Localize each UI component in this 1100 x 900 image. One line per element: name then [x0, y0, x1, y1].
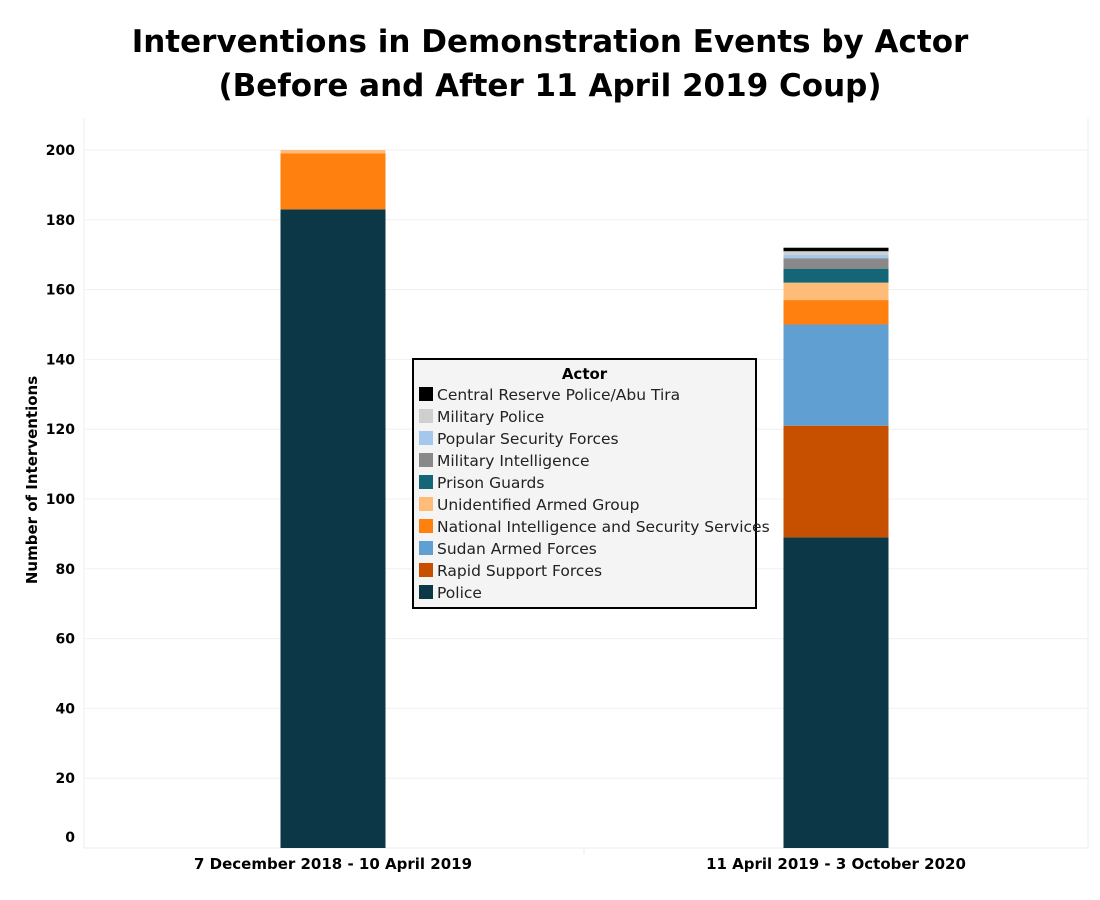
y-tick-label-20: 20 — [56, 771, 76, 787]
legend-swatch-5 — [419, 497, 433, 511]
legend-label-1: Military Police — [437, 408, 544, 426]
x-category-label-1: 11 April 2019 - 3 October 2020 — [706, 855, 966, 873]
bar-segment-1-6 — [783, 258, 889, 269]
y-axis-ticks: 0 20 40 60 80 100 120 140 160 180 200 — [46, 143, 75, 846]
y-tick-label-160: 160 — [46, 283, 75, 299]
bar-segment-1-4 — [783, 282, 889, 301]
y-axis-label: Number of Interventions — [23, 376, 41, 584]
y-tick-label-120: 120 — [46, 422, 75, 438]
legend-swatch-6 — [419, 519, 433, 533]
legend-swatch-2 — [419, 431, 433, 445]
legend-box — [412, 358, 757, 609]
legend-title: Actor — [562, 365, 608, 383]
bar-segment-0-4 — [280, 150, 386, 154]
legend-label-9: Police — [437, 584, 482, 602]
legend: Actor Central Reserve Police/Abu Tira Mili… — [412, 358, 770, 609]
legend-swatch-4 — [419, 475, 433, 489]
legend-swatch-0 — [419, 387, 433, 401]
legend-label-8: Rapid Support Forces — [437, 562, 602, 580]
bars — [280, 150, 889, 848]
bar-segment-1-0 — [783, 537, 889, 848]
legend-label-3: Military Intelligence — [437, 452, 590, 470]
y-tick-label-0: 0 — [65, 830, 75, 846]
y-tick-label-60: 60 — [56, 632, 76, 648]
bar-segment-0-3 — [280, 153, 386, 210]
legend-label-0: Central Reserve Police/Abu Tira — [437, 386, 680, 404]
y-tick-label-40: 40 — [56, 701, 76, 717]
y-tick-label-80: 80 — [56, 562, 76, 578]
bar-segment-1-5 — [783, 268, 889, 283]
bar-segment-1-8 — [783, 251, 889, 255]
x-category-label-0: 7 December 2018 - 10 April 2019 — [194, 855, 472, 873]
legend-label-2: Popular Security Forces — [437, 430, 619, 448]
chart-title-line-2: (Before and After 11 April 2019 Coup) — [218, 68, 881, 104]
legend-swatch-9 — [419, 585, 433, 599]
legend-label-5: Unidentified Armed Group — [437, 496, 639, 514]
bar-segment-1-3 — [783, 300, 889, 325]
y-tick-label-180: 180 — [46, 213, 75, 229]
legend-label-4: Prison Guards — [437, 474, 544, 492]
legend-swatch-1 — [419, 409, 433, 423]
y-tick-label-140: 140 — [46, 352, 75, 368]
bar-segment-1-7 — [783, 254, 889, 259]
y-tick-label-100: 100 — [46, 492, 75, 508]
bar-segment-1-1 — [783, 425, 889, 538]
gridlines — [83, 118, 1089, 854]
legend-label-6: National Intelligence and Security Servi… — [437, 518, 770, 536]
bar-segment-1-9 — [783, 247, 889, 252]
bar-segment-0-0 — [280, 209, 386, 848]
legend-swatch-3 — [419, 453, 433, 467]
legend-swatch-7 — [419, 541, 433, 555]
legend-label-7: Sudan Armed Forces — [437, 540, 597, 558]
y-tick-label-200: 200 — [46, 143, 75, 159]
bar-segment-1-2 — [783, 324, 889, 426]
x-axis-categories: 7 December 2018 - 10 April 2019 11 April … — [194, 855, 966, 873]
legend-swatch-8 — [419, 563, 433, 577]
chart-title-line-1: Interventions in Demonstration Events by… — [132, 24, 969, 60]
